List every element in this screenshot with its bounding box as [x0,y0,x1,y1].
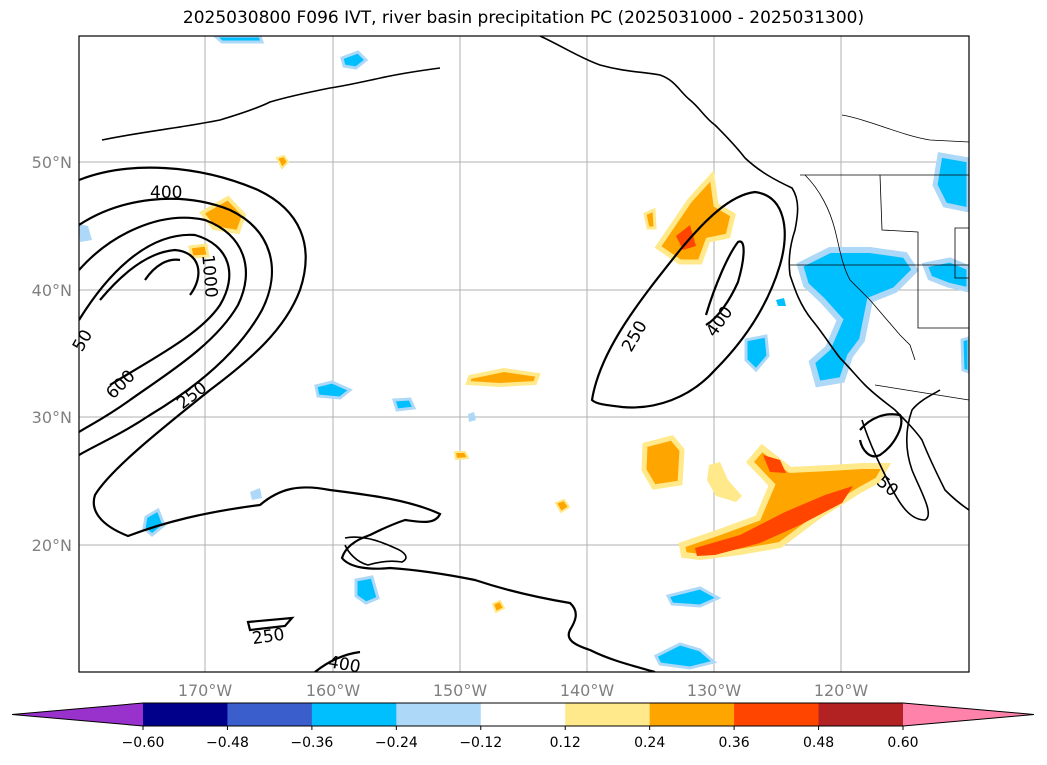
colorbar-tick-label: −0.24 [375,735,418,751]
contour-label: 400 [150,183,182,203]
lon-label: 120°W [814,681,869,700]
colorbar-extend-high [903,703,1034,726]
colorbar-extend-low [12,703,143,726]
latitude-labels: 50°N 40°N 30°N 20°N [32,153,72,555]
colorbar: −0.60 −0.48 −0.36 −0.24 −0.12 0.12 0.24 0.36 0.4… [11,702,1035,751]
coastline [101,36,969,566]
colorbar-segment [565,703,651,726]
contour-label: 400 [327,652,362,677]
lat-label: 50°N [32,153,72,172]
map-frame [78,35,970,673]
colorbar-segment [649,703,735,726]
lat-label: 20°N [32,536,72,555]
lat-label: 40°N [32,281,72,300]
longitude-labels: 170°W 160°W 150°W 140°W 130°W 120°W [178,681,869,700]
lon-label: 140°W [560,681,615,700]
colorbar-tick-label: −0.36 [290,735,333,751]
ivt-contours [79,166,903,672]
colorbar-segment [480,703,566,726]
colorbar-tick-label: 0.12 [550,735,581,751]
contour-label: 1000 [197,254,221,299]
colorbar-segment [818,703,904,726]
lon-label: 130°W [687,681,742,700]
precip-positive-areas [188,154,892,614]
colorbar-segment [227,703,313,726]
borders [790,114,969,401]
colorbar-tick-label: −0.48 [206,735,249,751]
colorbar-segment [734,703,820,726]
colorbar-tick-label: 0.24 [634,735,665,751]
lon-label: 160°W [306,681,361,700]
contour-label: 250 [251,625,286,649]
colorbar-segment [143,703,228,726]
lon-label: 150°W [433,681,488,700]
colorbar-tick-label: 0.36 [719,735,750,751]
colorbar-tick-label: −0.60 [122,735,165,751]
map-title: 2025030800 F096 IVT, river basin precipi… [182,8,865,28]
lat-label: 30°N [32,408,72,427]
colorbar-tick-label: −0.12 [459,735,502,751]
lon-label: 170°W [178,681,233,700]
colorbar-segment [396,703,482,726]
colorbar-segment [311,703,397,726]
colorbar-tick-label: 0.48 [803,735,834,751]
colorbar-tick-label: 0.60 [887,735,918,751]
